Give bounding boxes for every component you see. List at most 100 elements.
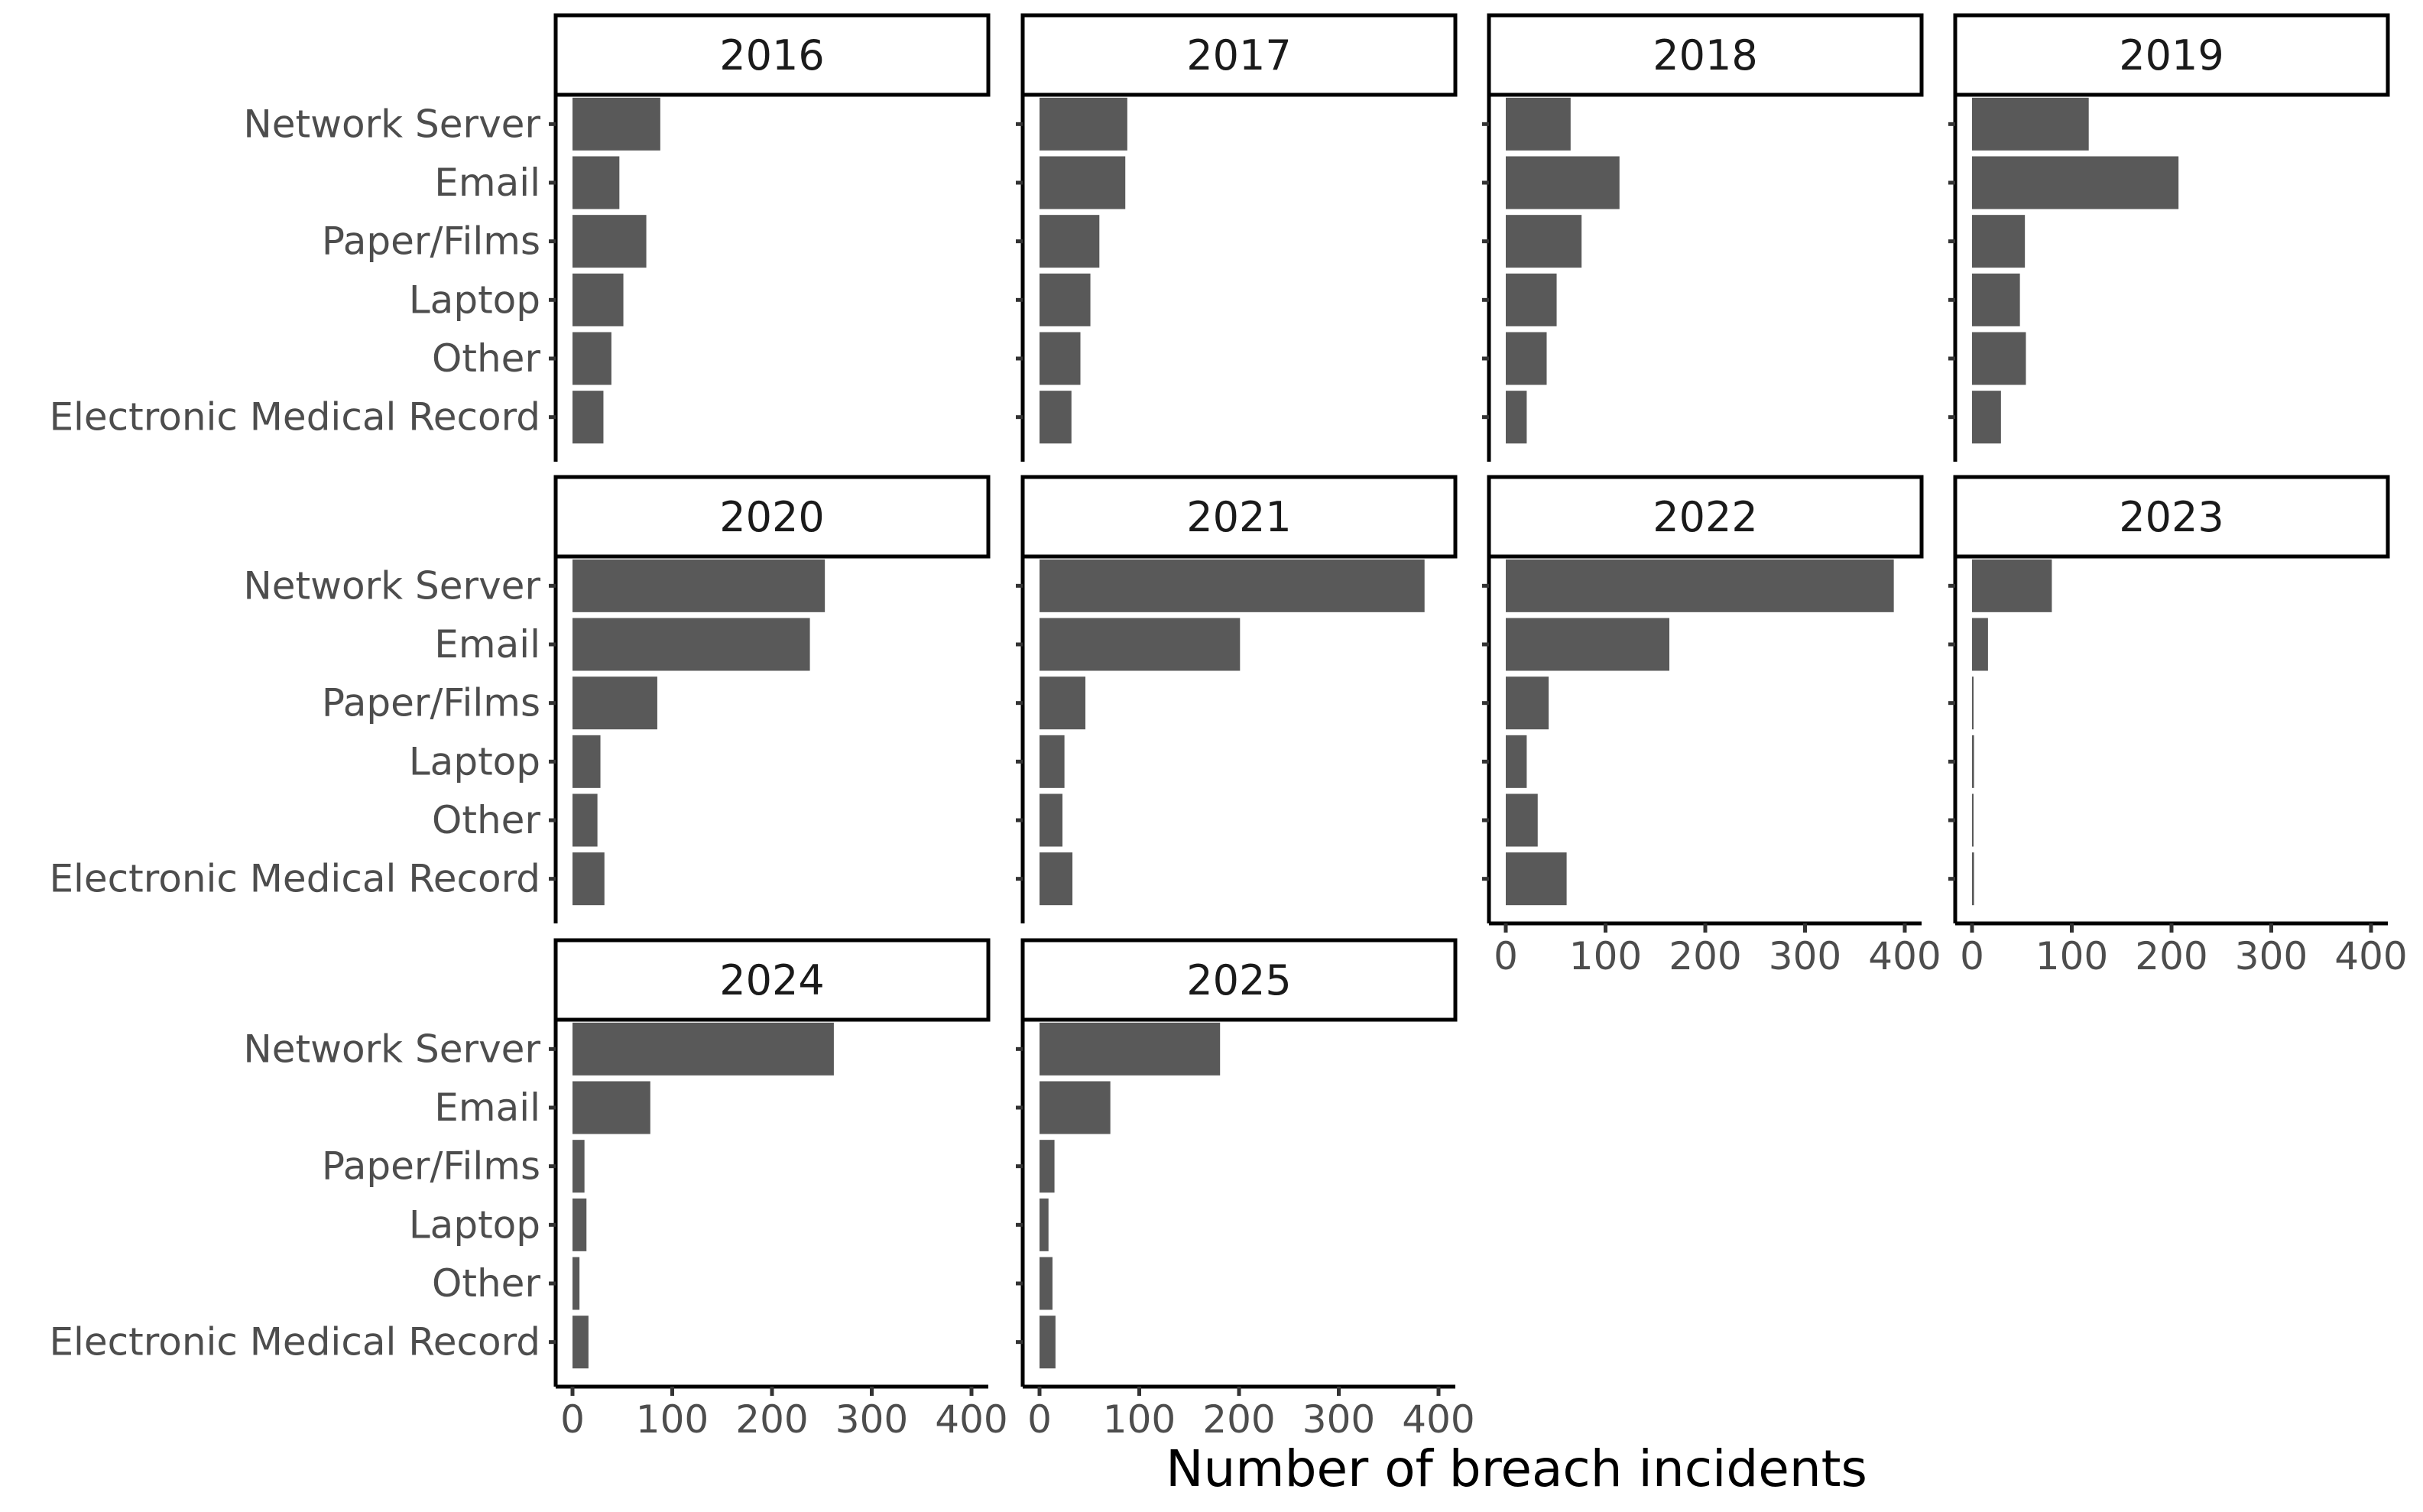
x-tick-label: 0	[1494, 934, 1518, 978]
bar-2016-1	[573, 156, 620, 209]
x-tick-label: 300	[1769, 934, 1841, 978]
facet-strip-label: 2021	[1186, 493, 1291, 541]
bar-2016-2	[573, 215, 647, 268]
bar-2022-0	[1506, 559, 1894, 612]
category-label: Laptop	[409, 1202, 540, 1247]
panel-2019: 2019	[1948, 13, 2390, 462]
panel-2018: 2018	[1482, 13, 1924, 462]
bar-2019-0	[1972, 97, 2089, 151]
x-tick-label: 400	[2334, 934, 2407, 978]
bar-2024-3	[573, 1198, 587, 1251]
panel-2021: 2021	[1016, 475, 1458, 923]
bar-2021-1	[1040, 618, 1241, 671]
bar-2016-3	[573, 273, 624, 326]
bar-2018-4	[1506, 332, 1547, 385]
bar-2018-0	[1506, 97, 1571, 151]
bar-2023-1	[1972, 618, 1988, 671]
bar-2025-1	[1040, 1081, 1111, 1134]
x-tick-label: 300	[2235, 934, 2308, 978]
bar-2018-2	[1506, 215, 1582, 268]
bar-2020-3	[573, 735, 601, 788]
facet-strip-label: 2024	[719, 956, 824, 1004]
bar-2025-4	[1040, 1257, 1053, 1310]
facet-strip-label: 2016	[719, 31, 824, 79]
facet-strip-label: 2020	[719, 493, 824, 541]
x-tick-label: 200	[735, 1397, 808, 1442]
x-tick-label: 0	[560, 1397, 585, 1442]
x-tick-label: 100	[2035, 934, 2108, 978]
bar-2019-1	[1972, 156, 2179, 209]
bar-2024-2	[573, 1140, 585, 1193]
bar-2021-0	[1040, 559, 1425, 612]
facet-strip-box	[1020, 475, 1458, 559]
bar-2024-0	[573, 1022, 834, 1076]
bar-2020-0	[573, 559, 826, 612]
panel-2023: 2023 0 100 200 300 400	[1948, 475, 2408, 978]
bar-2019-3	[1972, 273, 2020, 326]
bar-2021-4	[1040, 793, 1063, 847]
bar-2025-2	[1040, 1140, 1055, 1193]
bar-2020-2	[573, 677, 657, 730]
category-label: Paper/Films	[322, 681, 540, 725]
facet-strip-label: 2017	[1186, 31, 1291, 79]
panel-2025: 2025 0 100 200 300 400	[1016, 938, 1475, 1442]
bar-2022-2	[1506, 677, 1549, 730]
category-label: Electronic Medical Record	[49, 395, 540, 440]
facet-strip-box	[1020, 938, 1458, 1022]
bar-2019-2	[1972, 215, 2026, 268]
bar-2018-5	[1506, 391, 1527, 444]
bar-2025-3	[1040, 1198, 1049, 1251]
facet-strip-label: 2022	[1653, 493, 1757, 541]
category-label: Electronic Medical Record	[49, 1320, 540, 1364]
bar-2024-1	[573, 1081, 650, 1134]
category-label: Paper/Films	[322, 1144, 540, 1189]
x-axis-title: Number of breach incidents	[1166, 1439, 1867, 1498]
facet-strip-label: 2025	[1186, 956, 1291, 1004]
bar-2022-3	[1506, 735, 1527, 788]
panel-2017: 2017	[1016, 13, 1458, 462]
x-tick-label: 200	[1202, 1397, 1275, 1442]
bar-2025-5	[1040, 1316, 1056, 1369]
bar-2021-2	[1040, 677, 1086, 730]
facet-strip-box	[553, 938, 991, 1022]
bar-2025-0	[1040, 1022, 1221, 1076]
panel-2022: 2022 0 100 200 300 400	[1482, 475, 1941, 978]
x-tick-label: 100	[1103, 1397, 1176, 1442]
bar-2017-4	[1040, 332, 1081, 385]
facet-strip-label: 2019	[2119, 31, 2224, 79]
facet-strip-label: 2023	[2119, 493, 2224, 541]
category-label: Email	[434, 161, 540, 205]
bar-2021-3	[1040, 735, 1065, 788]
x-tick-label: 300	[835, 1397, 908, 1442]
bar-2023-4	[1972, 793, 1974, 847]
x-tick-label: 200	[1669, 934, 1741, 978]
bar-2021-5	[1040, 852, 1073, 906]
category-label: Other	[432, 1261, 540, 1306]
category-label: Laptop	[409, 277, 540, 322]
category-label: Network Server	[243, 1027, 540, 1071]
bar-2017-3	[1040, 273, 1091, 326]
category-label: Other	[432, 336, 540, 381]
bar-2022-4	[1506, 793, 1538, 847]
bar-2024-5	[573, 1316, 589, 1369]
facet-strip-box	[1020, 13, 1458, 97]
category-label: Electronic Medical Record	[49, 857, 540, 901]
bar-2023-0	[1972, 559, 2052, 612]
facet-strip-box	[1487, 13, 1924, 97]
bar-2022-1	[1506, 618, 1670, 671]
bar-2017-1	[1040, 156, 1126, 209]
x-tick-label: 200	[2135, 934, 2207, 978]
bar-2019-5	[1972, 391, 2001, 444]
bar-2020-4	[573, 793, 598, 847]
facet-strip-label: 2018	[1653, 31, 1757, 79]
facet-strip-box	[1953, 475, 2390, 559]
x-tick-label: 400	[1868, 934, 1941, 978]
bar-2016-4	[573, 332, 611, 385]
bar-2022-5	[1506, 852, 1567, 906]
x-tick-label: 400	[935, 1397, 1007, 1442]
category-label: Paper/Films	[322, 219, 540, 264]
x-tick-label: 400	[1402, 1397, 1474, 1442]
facet-strip-box	[553, 13, 991, 97]
